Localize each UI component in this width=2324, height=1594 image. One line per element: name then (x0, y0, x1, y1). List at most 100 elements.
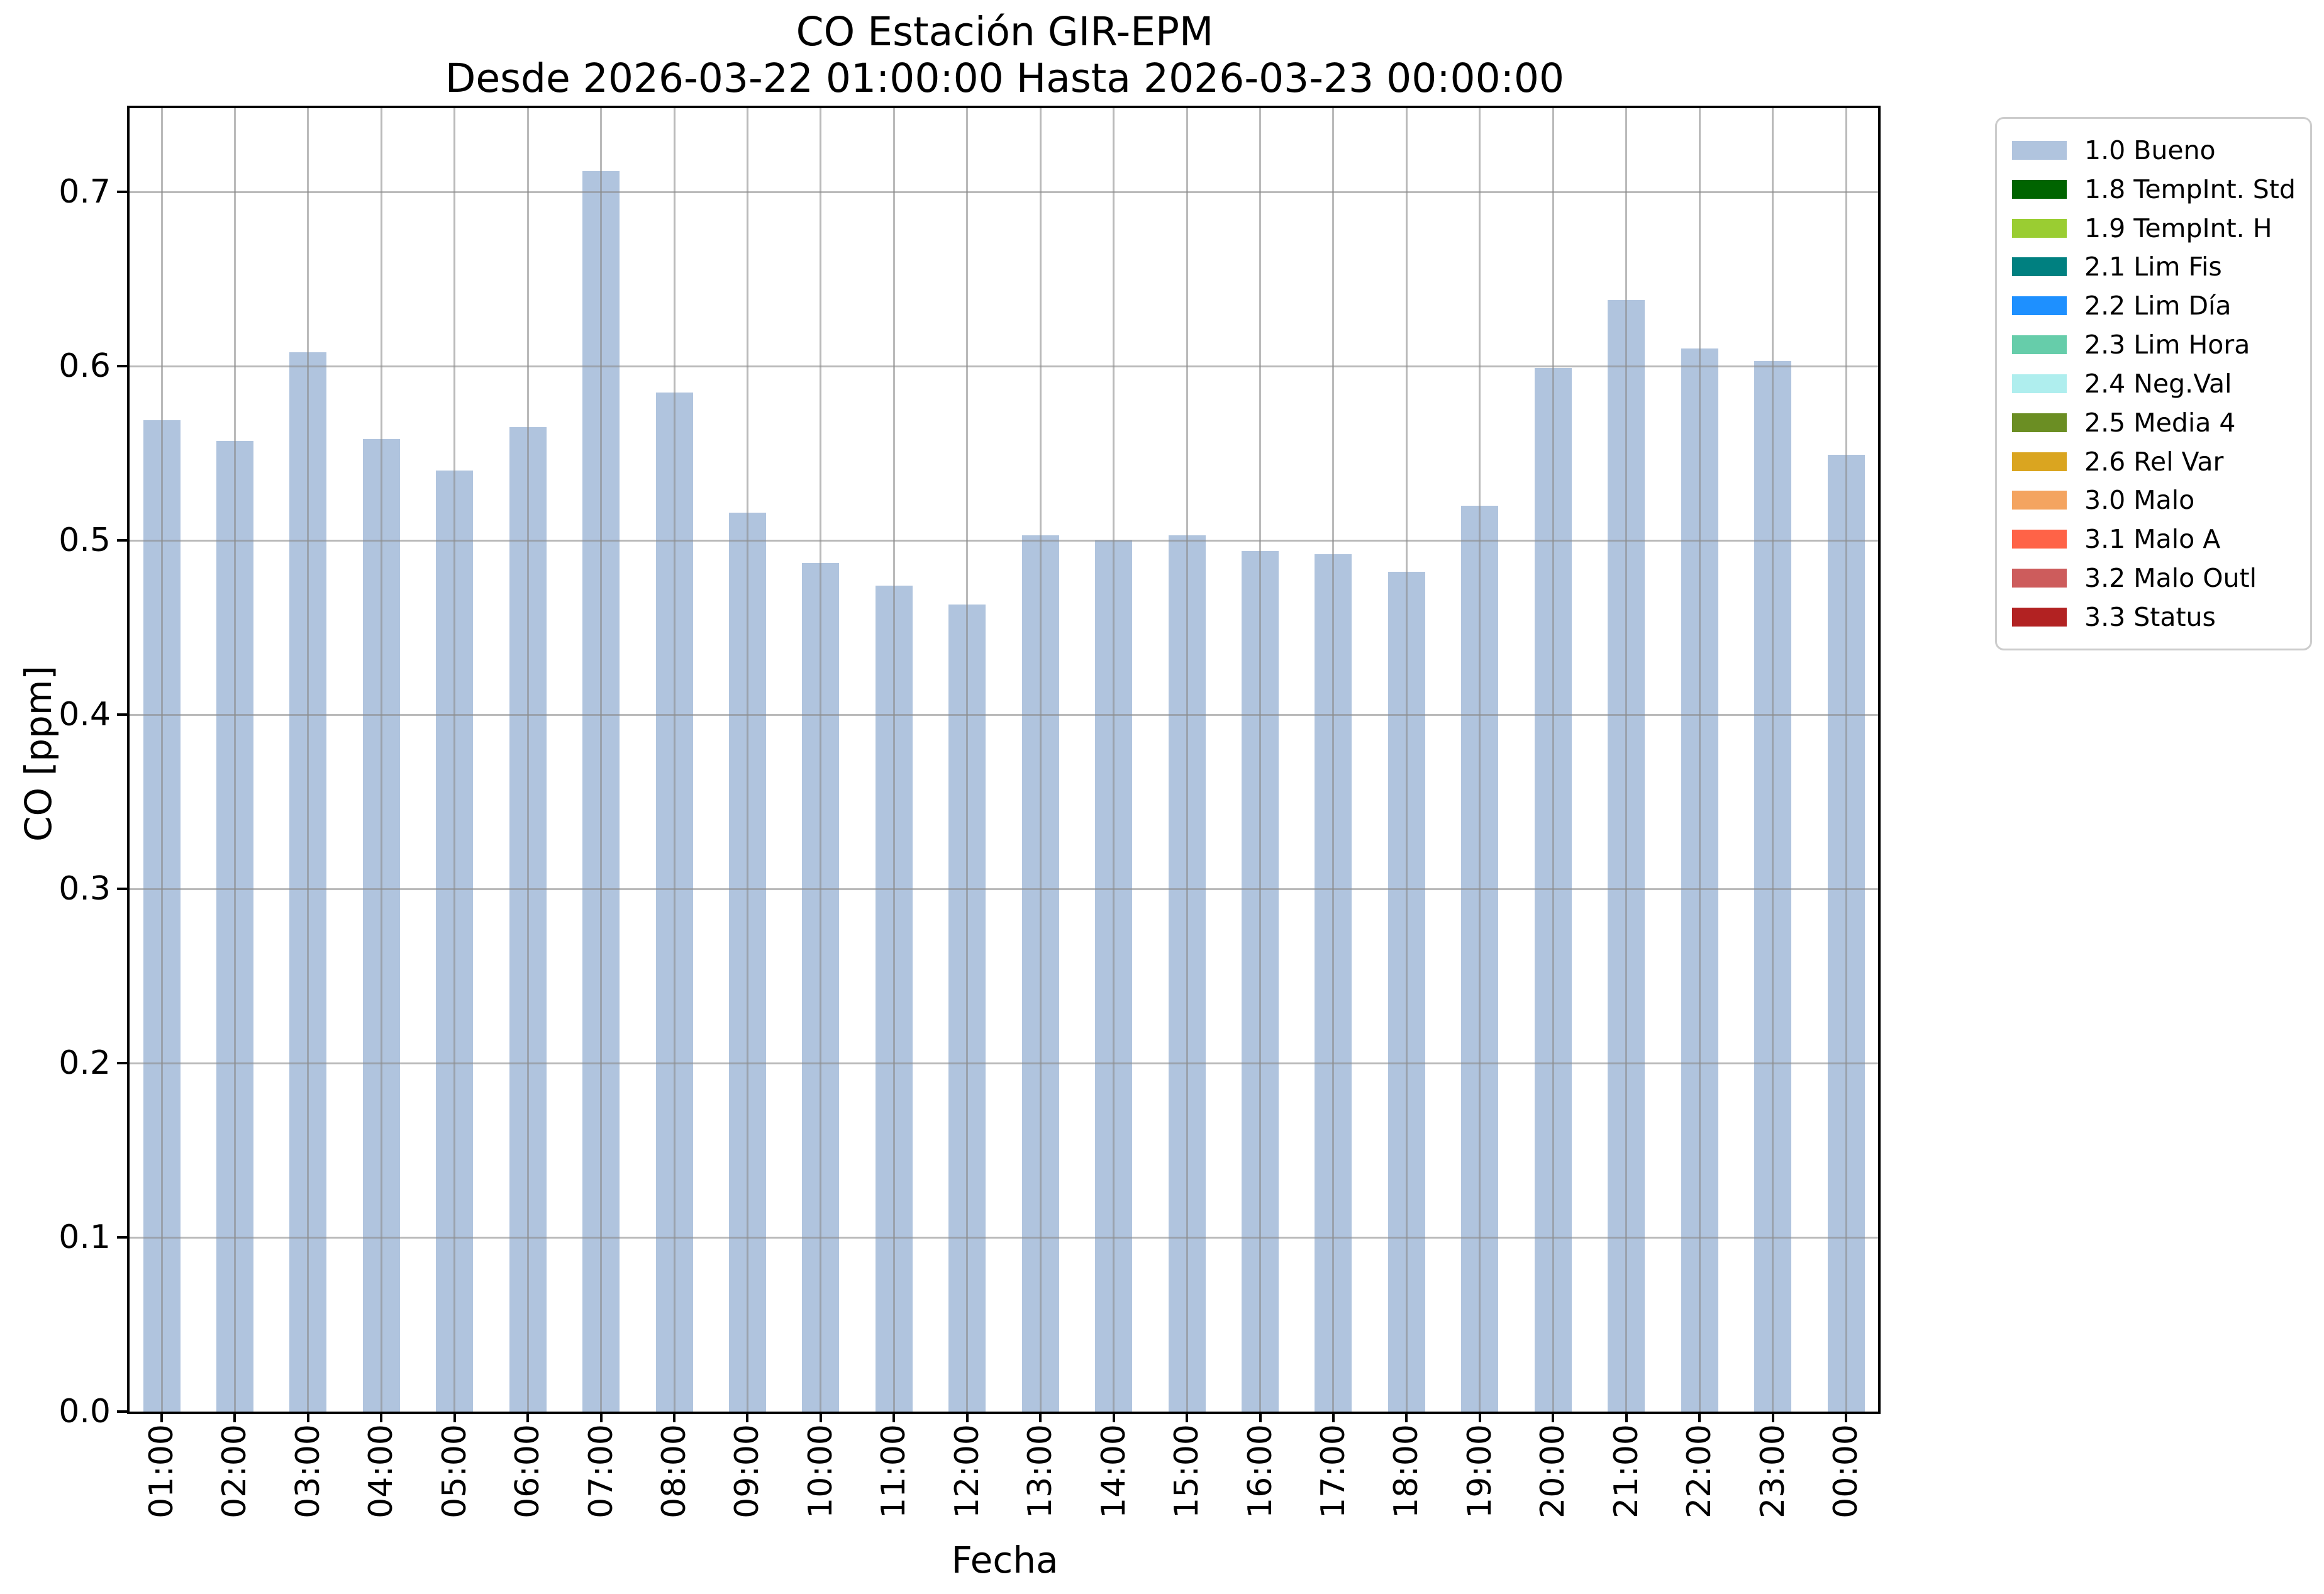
v-gridline (1186, 108, 1188, 1412)
v-gridline (1406, 108, 1408, 1412)
v-gridline (1772, 108, 1774, 1412)
legend-swatch (2012, 530, 2067, 549)
legend-item: 2.4 Neg.Val (2012, 365, 2295, 403)
h-gridline (130, 365, 1878, 367)
v-gridline (966, 108, 968, 1412)
y-tick-label: 0.1 (58, 1218, 111, 1256)
legend-item: 2.3 Lim Hora (2012, 326, 2295, 364)
x-tick-mark (453, 1414, 456, 1422)
legend-item-label: 3.3 Status (2084, 601, 2216, 632)
x-tick-label: 09:00 (728, 1424, 766, 1519)
x-tick-label: 06:00 (509, 1424, 547, 1519)
legend-swatch (2012, 335, 2067, 355)
legend-item-label: 1.0 Bueno (2084, 135, 2216, 165)
y-tick-mark (117, 1410, 127, 1413)
x-axis-label: Fecha (951, 1539, 1059, 1581)
legend-swatch (2012, 218, 2067, 238)
x-tick-mark (380, 1414, 382, 1422)
x-tick-label: 07:00 (582, 1424, 620, 1519)
legend: 1.0 Bueno 1.8 TempInt. Std 1.9 TempInt. H 2… (1995, 117, 2312, 650)
x-tick-label: 11:00 (875, 1424, 913, 1519)
chart-title-block: CO Estación GIR-EPM Desde 2026-03-22 01:… (129, 9, 1881, 102)
y-tick-mark (117, 888, 127, 890)
v-gridline (1845, 108, 1847, 1412)
legend-item: 2.1 Lim Fis (2012, 248, 2295, 286)
x-tick-label: 18:00 (1387, 1424, 1425, 1519)
legend-item-label: 3.0 Malo (2084, 485, 2195, 516)
plot-area (127, 106, 1881, 1414)
x-tick-mark (1186, 1414, 1188, 1422)
legend-item: 2.2 Lim Día (2012, 287, 2295, 325)
y-tick-label: 0.0 (58, 1393, 111, 1430)
legend-item: 1.8 TempInt. Std (2012, 170, 2296, 208)
y-axis-label: CO [ppm] (17, 666, 60, 842)
legend-swatch (2012, 374, 2067, 393)
x-tick-label: 17:00 (1315, 1424, 1352, 1519)
v-gridline (527, 108, 529, 1412)
v-gridline (1552, 108, 1554, 1412)
y-tick-label: 0.3 (58, 870, 111, 908)
v-gridline (600, 108, 602, 1412)
v-gridline (1699, 108, 1701, 1412)
v-gridline (307, 108, 309, 1412)
h-gridline (130, 1237, 1878, 1239)
legend-item-label: 2.1 Lim Fis (2084, 252, 2222, 282)
x-tick-label: 15:00 (1168, 1424, 1206, 1519)
x-tick-label: 08:00 (655, 1424, 693, 1519)
chart-subtitle: Desde 2026-03-22 01:00:00 Hasta 2026-03-… (445, 55, 1565, 101)
v-gridline (1040, 108, 1042, 1412)
legend-swatch (2012, 296, 2067, 316)
v-gridline (1113, 108, 1115, 1412)
x-tick-mark (820, 1414, 822, 1422)
legend-item-label: 1.9 TempInt. H (2084, 213, 2272, 243)
h-gridline (130, 540, 1878, 542)
legend-swatch (2012, 569, 2067, 588)
x-tick-label: 12:00 (948, 1424, 986, 1519)
legend-item: 3.0 Malo (2012, 481, 2295, 519)
v-gridline (234, 108, 236, 1412)
legend-item: 3.2 Malo Outl (2012, 559, 2295, 597)
h-gridline (130, 714, 1878, 716)
x-tick-label: 00:00 (1827, 1424, 1865, 1519)
y-tick-label: 0.2 (58, 1044, 111, 1082)
legend-swatch (2012, 413, 2067, 432)
legend-item: 3.3 Status (2012, 598, 2295, 636)
x-tick-mark (1625, 1414, 1628, 1422)
x-tick-label: 04:00 (362, 1424, 400, 1519)
x-tick-label: 05:00 (436, 1424, 474, 1519)
x-tick-label: 13:00 (1021, 1424, 1059, 1519)
v-gridline (1625, 108, 1627, 1412)
x-tick-mark (526, 1414, 529, 1422)
legend-swatch (2012, 452, 2067, 471)
x-tick-mark (892, 1414, 895, 1422)
x-tick-label: 16:00 (1242, 1424, 1279, 1519)
legend-item-label: 3.2 Malo Outl (2084, 563, 2257, 594)
x-tick-mark (1479, 1414, 1481, 1422)
legend-swatch (2012, 141, 2067, 160)
x-tick-label: 14:00 (1095, 1424, 1133, 1519)
v-gridline (674, 108, 676, 1412)
x-tick-mark (1698, 1414, 1701, 1422)
x-tick-label: 03:00 (289, 1424, 327, 1519)
y-tick-mark (117, 365, 127, 367)
y-tick-label: 0.6 (58, 347, 111, 385)
legend-item: 1.0 Bueno (2012, 131, 2295, 169)
legend-item: 3.1 Malo A (2012, 520, 2295, 558)
x-tick-mark (1772, 1414, 1774, 1422)
x-tick-mark (1259, 1414, 1262, 1422)
h-gridline (130, 191, 1878, 193)
x-tick-label: 20:00 (1534, 1424, 1572, 1519)
v-gridline (1479, 108, 1481, 1412)
x-tick-label: 19:00 (1461, 1424, 1499, 1519)
x-tick-mark (746, 1414, 748, 1422)
x-tick-mark (673, 1414, 676, 1422)
legend-item-label: 2.4 Neg.Val (2084, 368, 2232, 399)
v-gridline (820, 108, 821, 1412)
y-tick-mark (117, 1236, 127, 1239)
y-tick-mark (117, 1062, 127, 1064)
legend-item: 2.5 Media 4 (2012, 404, 2295, 442)
legend-swatch (2012, 607, 2067, 627)
h-gridline (130, 888, 1878, 890)
v-gridline (381, 108, 382, 1412)
